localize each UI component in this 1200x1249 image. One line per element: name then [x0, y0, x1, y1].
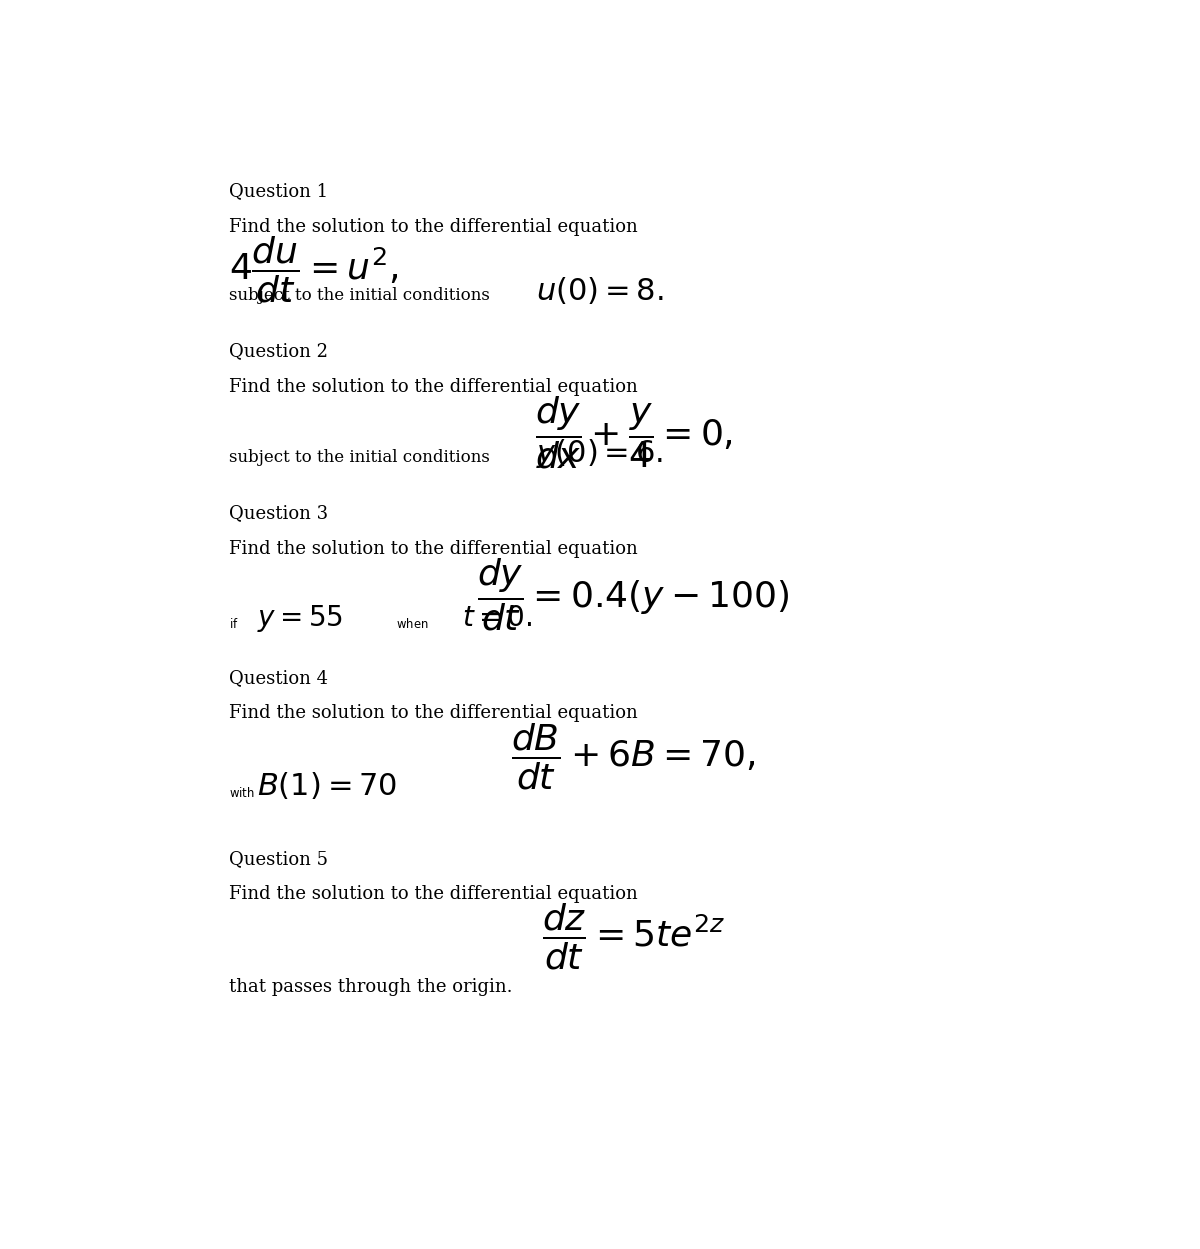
Text: $B(1) = 70$: $B(1) = 70$: [257, 771, 397, 801]
Text: Question 4: Question 4: [229, 669, 328, 688]
Text: Find the solution to the differential equation: Find the solution to the differential eq…: [229, 704, 638, 722]
Text: Find the solution to the differential equation: Find the solution to the differential eq…: [229, 540, 638, 557]
Text: Question 1: Question 1: [229, 182, 328, 200]
Text: $\dfrac{dB}{dt} + 6B = 70,$: $\dfrac{dB}{dt} + 6B = 70,$: [511, 721, 756, 792]
Text: $\dfrac{dy}{dt} = 0.4(y - 100)$: $\dfrac{dy}{dt} = 0.4(y - 100)$: [478, 557, 790, 633]
Text: $u(0) = 8$.: $u(0) = 8$.: [536, 275, 664, 306]
Text: subject to the initial conditions: subject to the initial conditions: [229, 287, 490, 304]
Text: $4\dfrac{du}{dt} = u^2,$: $4\dfrac{du}{dt} = u^2,$: [229, 235, 398, 305]
Text: $t = 0$.: $t = 0$.: [462, 603, 532, 632]
Text: $\dfrac{dy}{dx} + \dfrac{y}{4} = 0,$: $\dfrac{dy}{dx} + \dfrac{y}{4} = 0,$: [535, 395, 732, 471]
Text: $_{\rm if}$: $_{\rm if}$: [229, 613, 239, 631]
Text: $\dfrac{dz}{dt} = 5te^{2z}$: $\dfrac{dz}{dt} = 5te^{2z}$: [542, 902, 725, 973]
Text: Question 2: Question 2: [229, 342, 328, 361]
Text: Question 3: Question 3: [229, 505, 328, 522]
Text: Find the solution to the differential equation: Find the solution to the differential eq…: [229, 886, 638, 903]
Text: $_{\rm with}$: $_{\rm with}$: [229, 782, 254, 801]
Text: $y = 55$: $y = 55$: [257, 603, 343, 633]
Text: Find the solution to the differential equation: Find the solution to the differential eq…: [229, 217, 638, 236]
Text: subject to the initial conditions: subject to the initial conditions: [229, 448, 490, 466]
Text: Question 5: Question 5: [229, 851, 328, 868]
Text: $y(0) = 6$.: $y(0) = 6$.: [536, 437, 664, 470]
Text: Find the solution to the differential equation: Find the solution to the differential eq…: [229, 377, 638, 396]
Text: $_{\rm when}$: $_{\rm when}$: [396, 613, 430, 631]
Text: that passes through the origin.: that passes through the origin.: [229, 978, 512, 995]
